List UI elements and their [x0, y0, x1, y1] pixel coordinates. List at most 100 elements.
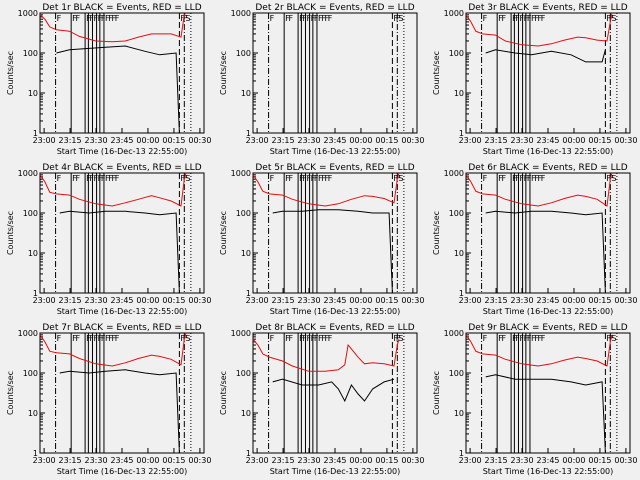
annotation-label: F [57, 174, 62, 183]
x-tick-label: 00:00 [349, 136, 372, 145]
annotation-label: F [299, 334, 304, 343]
annotation-label: F [531, 174, 536, 183]
annotation-label: F [606, 14, 611, 23]
x-tick-label: 00:30 [188, 136, 211, 145]
annotation-label: F [270, 334, 275, 343]
annotation-label: S [611, 14, 616, 23]
y-tick-label: 1 [459, 289, 464, 298]
x-tick-label: 23:00 [459, 456, 482, 465]
x-tick-label: 00:00 [136, 296, 159, 305]
annotation-label: F [285, 14, 290, 23]
annotation-label: F [75, 174, 80, 183]
x-tick-label: 00:30 [401, 296, 424, 305]
x-axis-label: Start Time (16-Dec-13 22:55:00) [270, 307, 401, 316]
x-tick-label: 00:15 [375, 136, 398, 145]
x-tick-label: 00:00 [136, 456, 159, 465]
x-tick-label: 00:30 [188, 296, 211, 305]
annotation-label: F [75, 14, 80, 23]
annotation-label: F [498, 334, 503, 343]
panel-title: Det 2r BLACK = Events, RED = LLD [255, 3, 414, 13]
y-axis-label: Counts/sec [219, 211, 228, 255]
events-series-line [59, 369, 185, 454]
annotation-label: F [527, 174, 532, 183]
x-axis-label: Start Time (16-Dec-13 22:55:00) [270, 147, 401, 156]
annotation-label: F [89, 14, 94, 23]
x-tick-label: 23:15 [272, 456, 295, 465]
x-tick-label: 00:15 [375, 456, 398, 465]
annotation-label: F [101, 334, 106, 343]
annotation-label: S [611, 334, 616, 343]
annotation-label: F [299, 174, 304, 183]
events-series-line [272, 378, 395, 403]
panel-title: Det 1r BLACK = Events, RED = LLD [42, 3, 201, 13]
annotation-label: F [524, 174, 529, 183]
x-tick-label: 23:30 [298, 296, 321, 305]
y-tick-label: 100 [23, 49, 38, 58]
x-tick-label: 00:15 [588, 456, 611, 465]
y-tick-label: 10 [454, 249, 464, 258]
annotation-label: F [270, 174, 275, 183]
detector-panel: Det 4r BLACK = Events, RED = LLD 1 10 100 10… [6, 163, 211, 316]
y-tick-label: 10 [241, 249, 251, 258]
y-tick-label: 1 [246, 449, 251, 458]
y-tick-label: 10 [28, 409, 38, 418]
annotation-label: F [328, 334, 333, 343]
y-tick-label: 10 [28, 249, 38, 258]
x-tick-label: 23:30 [298, 136, 321, 145]
x-tick-label: 00:00 [562, 456, 585, 465]
annotation-label: S [398, 14, 403, 23]
x-tick-label: 00:30 [401, 136, 424, 145]
annotation-label: F [527, 334, 532, 343]
annotation-label: F [311, 174, 316, 183]
y-tick-label: 1000 [444, 9, 464, 18]
annotation-label: F [393, 334, 398, 343]
annotation-label: F [72, 14, 77, 23]
annotation-label: F [115, 174, 120, 183]
x-tick-label: 23:15 [59, 456, 82, 465]
x-tick-label: 23:45 [536, 136, 559, 145]
annotation-label: F [524, 14, 529, 23]
events-series-line [272, 209, 398, 294]
y-tick-label: 100 [449, 369, 464, 378]
annotation-label: F [115, 334, 120, 343]
lld-series-line [39, 332, 187, 367]
annotation-label: F [393, 174, 398, 183]
annotation-label: F [183, 174, 188, 183]
annotation-label: F [519, 334, 524, 343]
annotation-label: F [108, 334, 113, 343]
y-tick-label: 1 [33, 449, 38, 458]
annotation-label: F [501, 174, 506, 183]
annotation-label: F [483, 334, 488, 343]
lld-series-line [252, 172, 400, 207]
detector-panel: Det 8r BLACK = Events, RED = LLD 1 10 100 10… [219, 323, 424, 476]
annotation-label: F [75, 334, 80, 343]
y-tick-label: 10 [454, 89, 464, 98]
x-tick-label: 23:00 [33, 456, 56, 465]
annotation-label: F [302, 14, 307, 23]
annotation-label: F [498, 14, 503, 23]
x-axis-label: Start Time (16-Dec-13 22:55:00) [57, 307, 188, 316]
annotation-label: F [270, 14, 275, 23]
detector-panel: Det 7r BLACK = Events, RED = LLD 1 10 100 10… [6, 323, 211, 476]
x-tick-label: 00:15 [588, 296, 611, 305]
lld-series-line [39, 172, 187, 207]
annotation-label: S [398, 174, 403, 183]
annotation-label: F [288, 14, 293, 23]
annotation-label: F [105, 14, 110, 23]
annotation-label: F [98, 334, 103, 343]
annotation-label: F [501, 334, 506, 343]
y-axis-label: Counts/sec [6, 51, 15, 95]
x-tick-label: 23:15 [485, 296, 508, 305]
panel-title: Det 7r BLACK = Events, RED = LLD [42, 323, 201, 333]
annotation-label: F [285, 174, 290, 183]
x-tick-label: 00:00 [136, 136, 159, 145]
annotation-label: F [538, 334, 543, 343]
events-series-line [56, 45, 185, 134]
y-axis-label: Counts/sec [219, 51, 228, 95]
annotation-label: F [321, 174, 326, 183]
annotation-label: F [98, 14, 103, 23]
y-axis-label: Counts/sec [219, 371, 228, 415]
x-tick-label: 23:15 [272, 296, 295, 305]
annotation-label: F [531, 334, 536, 343]
x-tick-label: 00:15 [375, 296, 398, 305]
